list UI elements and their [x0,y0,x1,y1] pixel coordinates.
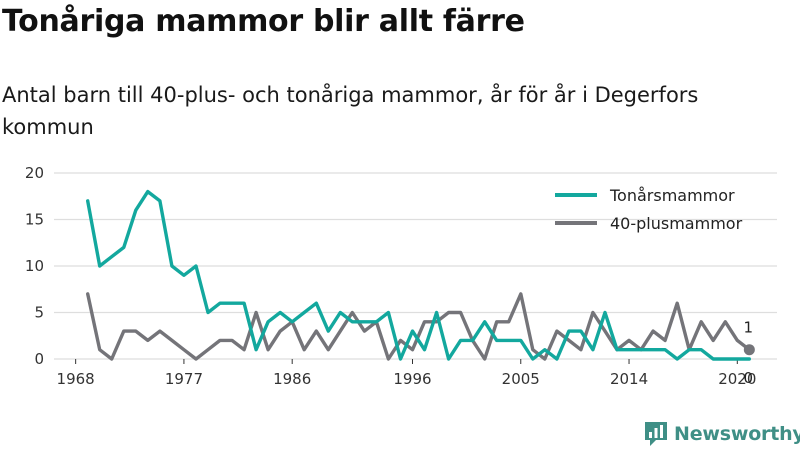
x-axis-ticks: 1968 1977 1986 1996 2005 2014 2020 [57,359,756,388]
x-tick-label: 1968 [57,370,95,388]
x-tick-label: 1996 [393,370,431,388]
series-line-tonarsmammor [85,189,751,361]
y-tick-label: 0 [34,350,44,368]
y-tick-label: 5 [34,304,44,322]
y-tick-label: 15 [25,211,44,229]
y-tick-label: 10 [25,257,44,275]
y-axis-ticks: 0 5 10 15 20 [25,164,44,368]
x-tick-label: 2020 [718,370,756,388]
chart-subtitle: Antal barn till 40-plus- och tonåriga ma… [2,83,699,139]
end-label-tonarsmammor: 0 [744,369,754,387]
end-label-40-plusmammor: 1 [744,319,754,337]
x-tick-label: 2005 [502,370,540,388]
legend-label-tonarsmammor: Tonårsmammor [609,186,735,205]
x-tick-label: 1986 [273,370,311,388]
newsworthy-brand: Newsworthy [644,419,800,449]
end-labels: 10 [744,319,755,387]
legend-label-40-plusmammor: 40-plusmammor [610,214,743,233]
x-tick-label: 1977 [165,370,203,388]
newsworthy-logo-icon [645,422,667,446]
chart-title: Tonåriga mammor blir allt färre [2,4,525,39]
brand-name: Newsworthy [674,423,800,445]
end-point-40-plusmammor [743,344,755,356]
y-tick-label: 20 [25,164,44,182]
x-tick-label: 2014 [610,370,648,388]
legend: Tonårsmammor 40-plusmammor [555,186,743,233]
series-lines [85,189,751,361]
